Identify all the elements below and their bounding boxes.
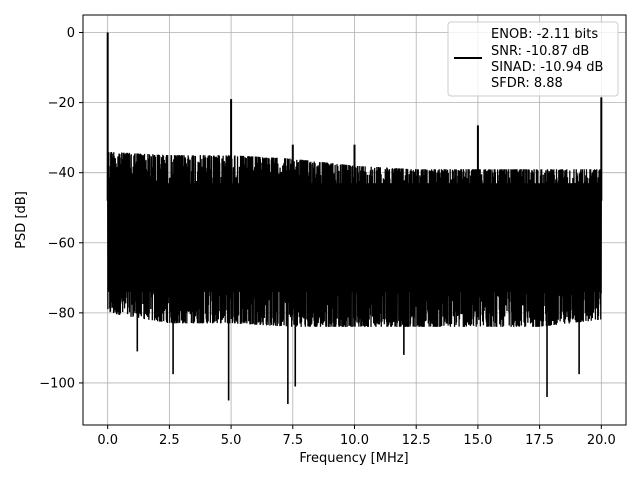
x-tick-label: 17.5 [525, 433, 554, 448]
y-tick-label: −20 [48, 96, 75, 111]
legend-box [447, 21, 619, 97]
legend-enob: ENOB: -2.11 bits [491, 27, 598, 42]
x-axis-ticks: 0.0 2.5 5.0 7.5 10.0 12.5 15.0 17.5 20.0 [97, 425, 616, 448]
y-axis-label: PSD [dB] [14, 191, 29, 249]
y-tick-label: 0 [67, 26, 75, 41]
legend: ENOB: -2.11 bits SNR: -10.87 dB SINAD: -… [447, 21, 619, 97]
x-tick-label: 0.0 [97, 433, 118, 448]
y-tick-label: −60 [48, 236, 75, 251]
x-axis-label: Frequency [MHz] [299, 451, 408, 466]
y-tick-label: −40 [48, 166, 75, 181]
x-tick-label: 7.5 [282, 433, 303, 448]
legend-sinad: SINAD: -10.94 dB [491, 60, 603, 75]
x-tick-label: 20.0 [587, 433, 616, 448]
y-tick-label: −80 [48, 306, 75, 321]
noise-floor-fill [107, 183, 602, 292]
legend-snr: SNR: -10.87 dB [491, 44, 589, 59]
x-tick-label: 15.0 [463, 433, 492, 448]
y-axis-ticks: 0 −20 −40 −60 −80 −100 [39, 26, 83, 391]
series-line [106, 32, 603, 404]
legend-sfdr: SFDR: 8.88 [491, 76, 563, 91]
x-tick-label: 5.0 [221, 433, 242, 448]
y-tick-label: −100 [39, 376, 75, 391]
x-tick-label: 10.0 [340, 433, 369, 448]
x-tick-label: 2.5 [159, 433, 180, 448]
x-tick-label: 12.5 [402, 433, 431, 448]
